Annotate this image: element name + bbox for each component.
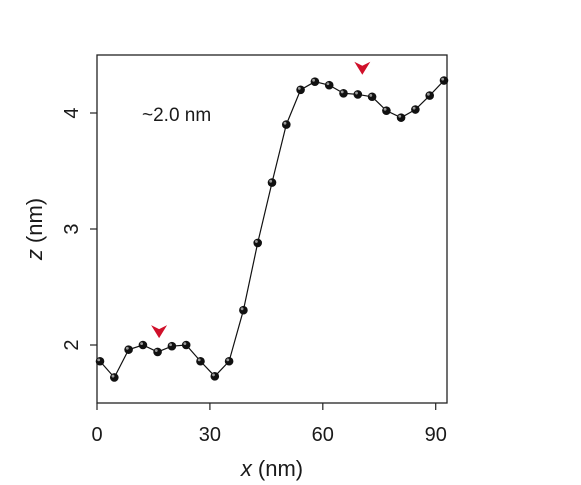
y-axis-unit: (nm)	[22, 198, 47, 243]
data-point	[324, 80, 334, 90]
data-point	[267, 178, 277, 187]
data-point	[110, 373, 119, 382]
arrow-markers	[151, 61, 371, 339]
x-tick-label: 60	[312, 424, 334, 446]
data-point	[411, 105, 420, 114]
y-axis-label: z (nm)	[22, 198, 47, 261]
y-tick-label: 2	[61, 339, 83, 350]
data-point	[224, 356, 234, 366]
x-tick-label: 0	[91, 424, 102, 446]
data-point	[439, 76, 449, 85]
data-point	[124, 345, 133, 354]
data-point	[425, 91, 434, 100]
y-axis-ticks: 2 3 4	[61, 107, 97, 351]
x-tick-label: 30	[199, 424, 221, 446]
data-point	[396, 113, 406, 122]
data-point	[282, 120, 291, 129]
data-point	[296, 85, 305, 95]
data-point	[210, 372, 220, 381]
x-axis-unit: (nm)	[258, 456, 303, 481]
data-point	[367, 92, 377, 102]
data-point	[239, 305, 248, 315]
y-tick-label: 3	[61, 223, 83, 234]
step-height-annotation: ~2.0 nm	[142, 105, 211, 126]
x-tick-label: 90	[425, 424, 447, 446]
data-point	[339, 88, 348, 98]
data-point	[138, 340, 148, 350]
data-point	[253, 238, 262, 248]
data-point	[196, 356, 205, 366]
data-point	[353, 90, 363, 99]
y-axis-var: z	[22, 249, 47, 261]
data-point	[95, 356, 105, 366]
data-point	[167, 341, 177, 351]
data-point	[382, 106, 391, 115]
data-points	[95, 76, 449, 382]
x-axis-label: x (nm)	[240, 456, 303, 481]
data-point	[181, 340, 191, 350]
x-axis-var: x	[240, 456, 253, 481]
arrow-marker	[354, 61, 371, 75]
data-point	[153, 347, 162, 357]
x-axis-ticks: 0 30 60 90	[91, 403, 447, 446]
data-point	[310, 77, 320, 86]
y-tick-label: 4	[61, 107, 83, 118]
arrow-marker	[151, 325, 168, 339]
